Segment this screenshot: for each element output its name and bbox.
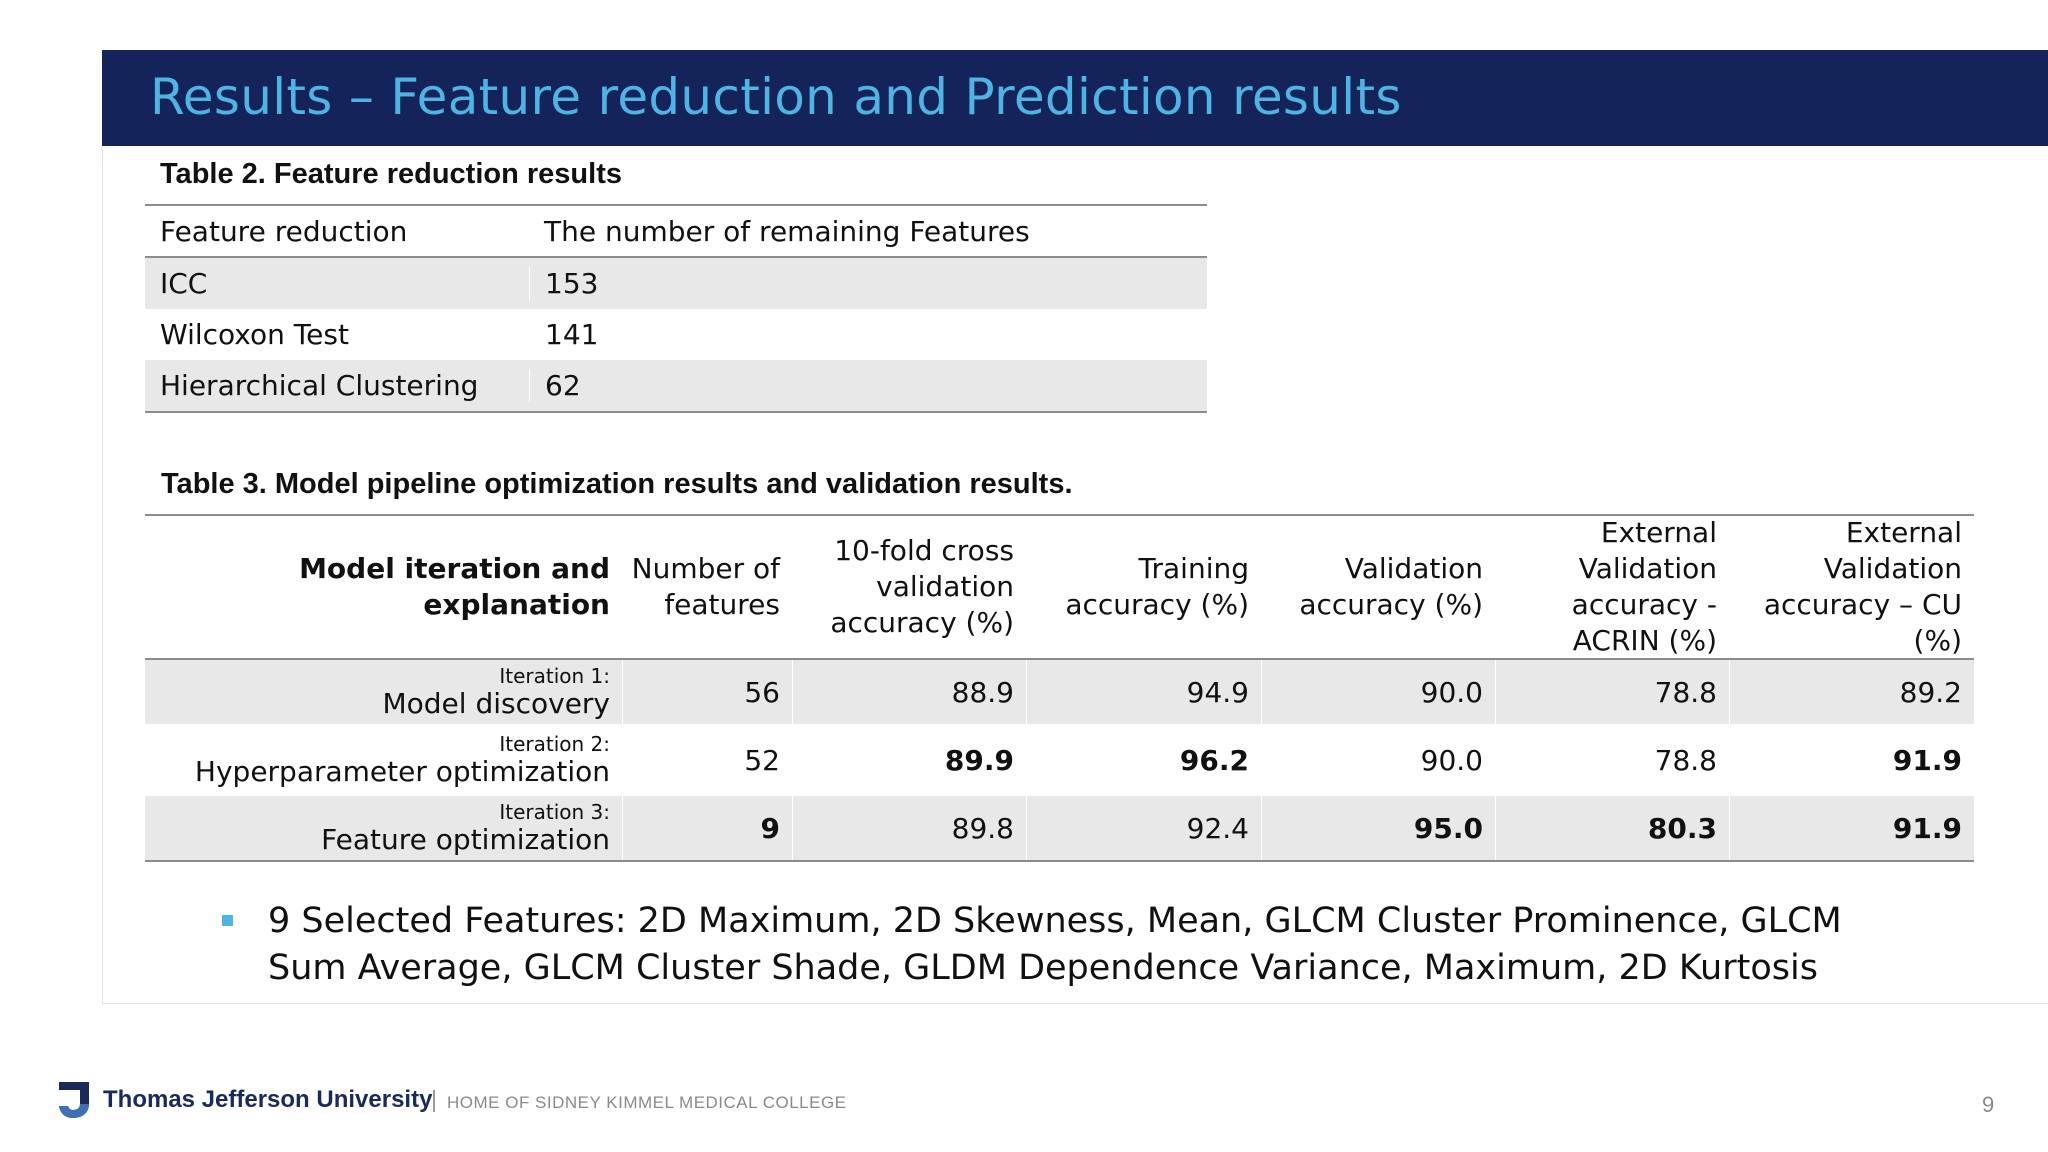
column-header: Training accuracy (%) bbox=[1065, 552, 1249, 621]
column-header: External Validation accuracy - ACRIN (%) bbox=[1571, 516, 1717, 657]
jefferson-logo-icon bbox=[59, 1082, 89, 1118]
slide-frame bbox=[102, 50, 2048, 1004]
column-header: Validation accuracy (%) bbox=[1299, 552, 1483, 621]
column-header: Model iteration and explanation bbox=[299, 552, 610, 621]
bullet-text: 9 Selected Features: 2D Maximum, 2D Skew… bbox=[268, 901, 1842, 988]
table-cell: 153 bbox=[529, 267, 1207, 300]
table-cell: 78.8 bbox=[1495, 660, 1729, 724]
iteration-label: Iteration 1: bbox=[499, 664, 610, 688]
table-header-row: Model iteration and explanation Number o… bbox=[145, 516, 1974, 660]
iteration-cell: Iteration 1: Model discovery bbox=[145, 660, 622, 724]
column-header: The number of remaining Features bbox=[544, 214, 1030, 248]
table-cell: 56 bbox=[622, 660, 792, 724]
table-cell: 62 bbox=[529, 369, 1207, 402]
footer-divider bbox=[433, 1090, 435, 1112]
table-cell: 92.4 bbox=[1026, 796, 1261, 860]
table3-caption: Table 3. Model pipeline optimization res… bbox=[161, 468, 1073, 500]
iteration-name: Feature optimization bbox=[321, 823, 610, 856]
table-cell: 95.0 bbox=[1261, 796, 1495, 860]
table-cell: 90.0 bbox=[1261, 660, 1495, 724]
table-row: Iteration 3: Feature optimization 9 89.8… bbox=[145, 796, 1974, 860]
footer-subtitle: HOME OF SIDNEY KIMMEL MEDICAL COLLEGE bbox=[447, 1093, 847, 1112]
table-cell: 96.2 bbox=[1026, 724, 1261, 796]
table-cell: 91.9 bbox=[1729, 796, 1974, 860]
table-cell: 89.8 bbox=[792, 796, 1026, 860]
iteration-label: Iteration 2: bbox=[499, 732, 610, 756]
column-header: Feature reduction bbox=[160, 214, 408, 248]
iteration-name: Hyperparameter optimization bbox=[194, 755, 610, 788]
table-cell: 94.9 bbox=[1026, 660, 1261, 724]
selected-features-bullet: 9 Selected Features: 2D Maximum, 2D Skew… bbox=[222, 898, 1922, 992]
table-row: Iteration 1: Model discovery 56 88.9 94.… bbox=[145, 660, 1974, 724]
table-cell: 88.9 bbox=[792, 660, 1026, 724]
table-cell: 91.9 bbox=[1729, 724, 1974, 796]
column-header: Number of features bbox=[631, 552, 780, 621]
iteration-name: Model discovery bbox=[382, 687, 610, 720]
model-pipeline-table: Model iteration and explanation Number o… bbox=[145, 514, 1974, 862]
column-header: 10-fold cross validation accuracy (%) bbox=[830, 534, 1014, 639]
table-header-row: Feature reduction The number of remainin… bbox=[145, 206, 1207, 258]
table-row: Wilcoxon Test 141 bbox=[145, 309, 1207, 360]
table-row: ICC 153 bbox=[145, 258, 1207, 309]
table-cell: Hierarchical Clustering bbox=[160, 369, 479, 402]
table-cell: 89.2 bbox=[1729, 660, 1974, 724]
table-cell: 80.3 bbox=[1495, 796, 1729, 860]
feature-reduction-table: Feature reduction The number of remainin… bbox=[145, 204, 1207, 413]
iteration-cell: Iteration 2: Hyperparameter optimization bbox=[145, 724, 622, 796]
bullet-square-icon bbox=[222, 915, 233, 926]
table-cell: 52 bbox=[622, 724, 792, 796]
table-cell: 89.9 bbox=[792, 724, 1026, 796]
university-name: Thomas Jefferson University bbox=[103, 1086, 433, 1113]
table-cell: 90.0 bbox=[1261, 724, 1495, 796]
iteration-label: Iteration 3: bbox=[499, 800, 610, 824]
table2-caption: Table 2. Feature reduction results bbox=[160, 158, 622, 190]
table-cell: 9 bbox=[622, 796, 792, 860]
title-bar: Results – Feature reduction and Predicti… bbox=[102, 50, 2048, 146]
table-row: Iteration 2: Hyperparameter optimization… bbox=[145, 724, 1974, 796]
column-header: External Validation accuracy – CU (%) bbox=[1763, 516, 1962, 657]
table-cell: 78.8 bbox=[1495, 724, 1729, 796]
page-title: Results – Feature reduction and Predicti… bbox=[150, 68, 1402, 126]
table-row: Hierarchical Clustering 62 bbox=[145, 360, 1207, 411]
iteration-cell: Iteration 3: Feature optimization bbox=[145, 796, 622, 860]
table-cell: 141 bbox=[529, 318, 1207, 351]
page-number: 9 bbox=[1982, 1092, 1995, 1117]
table-cell: ICC bbox=[160, 267, 208, 300]
table-cell: Wilcoxon Test bbox=[160, 318, 349, 351]
